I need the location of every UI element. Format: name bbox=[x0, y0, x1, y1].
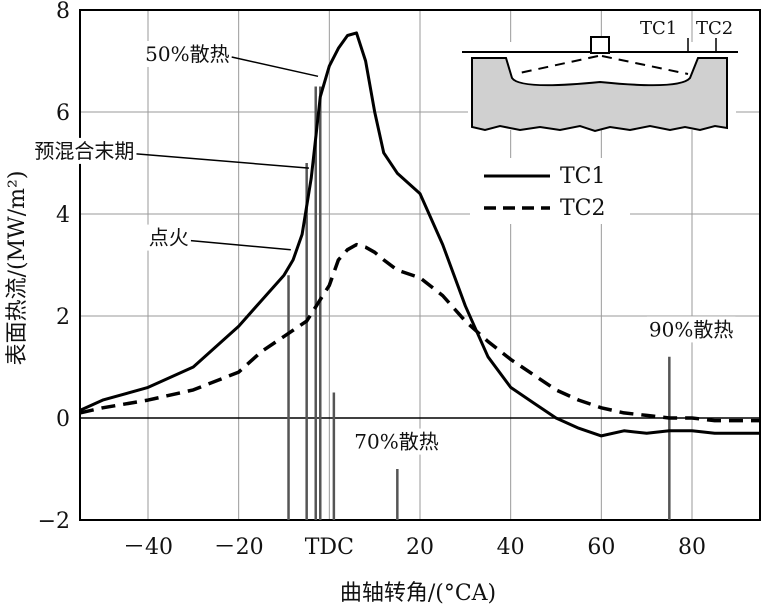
inset-label-tc1: TC1 bbox=[640, 18, 677, 39]
annotation-label-0: 50%散热 bbox=[145, 42, 229, 66]
y-axis-title: 表面热流/(MW/m²) bbox=[5, 171, 30, 366]
series-lines bbox=[79, 31, 760, 438]
legend-label-tc2: TC2 bbox=[560, 196, 606, 221]
y-tick-label-3: 4 bbox=[56, 203, 70, 228]
plot-border bbox=[79, 9, 761, 521]
inset-label-tc2: TC2 bbox=[696, 18, 733, 39]
series-line-tc1 bbox=[79, 31, 760, 438]
x-tick-label-3: 20 bbox=[406, 535, 434, 560]
inset-piston-body bbox=[471, 57, 728, 133]
inset-piston-diagram: TC1 TC2 bbox=[462, 18, 738, 133]
x-tick-label-4: 40 bbox=[497, 535, 525, 560]
annotation-label-4: 90%散热 bbox=[649, 317, 733, 341]
legend-label-tc1: TC1 bbox=[560, 164, 606, 189]
event-markers bbox=[287, 86, 671, 520]
annotation-leader-2 bbox=[190, 239, 291, 251]
tick-labels: －40 －20 TDC 20 40 60 80 −2 0 2 4 6 8 bbox=[38, 0, 706, 560]
x-axis-title: 曲轴转角/(°CA) bbox=[340, 581, 496, 606]
annotation-label-1: 预混合末期 bbox=[34, 139, 134, 163]
y-tick-label-4: 6 bbox=[56, 101, 70, 126]
plot-frame bbox=[79, 9, 761, 521]
annotation-label-3: 70%散热 bbox=[354, 430, 438, 454]
inset-injector bbox=[590, 36, 610, 54]
annotation-bg-3 bbox=[352, 428, 441, 455]
x-tick-label-6: 80 bbox=[678, 535, 706, 560]
annotation-leader-0 bbox=[231, 56, 319, 78]
x-tick-label-2: TDC bbox=[305, 535, 354, 560]
x-tick-label-1: －20 bbox=[214, 535, 264, 560]
annotation-bg-1 bbox=[32, 137, 137, 164]
annotation-bg-4 bbox=[646, 316, 736, 343]
x-tick-label-0: －40 bbox=[123, 535, 173, 560]
x-tick-label-5: 60 bbox=[587, 535, 615, 560]
y-tick-label-1: 0 bbox=[56, 407, 70, 432]
inset-spray-left bbox=[514, 55, 599, 75]
legend-background bbox=[470, 158, 630, 224]
y-tick-label-5: 8 bbox=[56, 0, 70, 24]
annotation-bg-0 bbox=[143, 41, 232, 67]
annotation-bg-2 bbox=[146, 224, 191, 251]
legend: TC1 TC2 bbox=[470, 158, 630, 224]
y-tick-label-2: 2 bbox=[56, 305, 70, 330]
series-line-tc2 bbox=[79, 242, 760, 423]
inset-spray-right bbox=[601, 55, 689, 75]
y-tick-label-0: −2 bbox=[38, 509, 70, 534]
annotation-leader-1 bbox=[136, 153, 309, 169]
annotation-label-2: 点火 bbox=[149, 226, 189, 250]
